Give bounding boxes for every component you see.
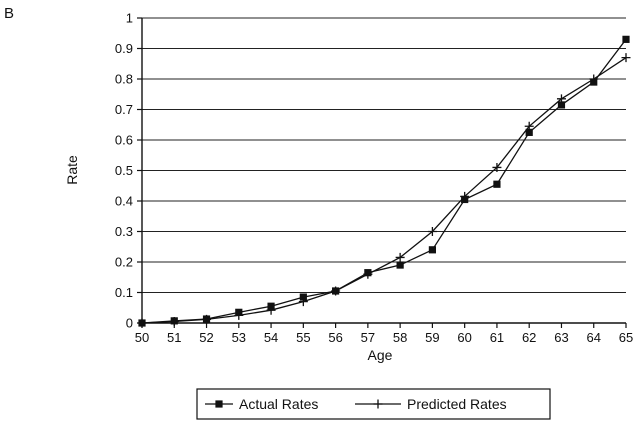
data-point-plus <box>331 286 341 296</box>
x-tick-label: 61 <box>490 330 504 345</box>
x-tick-label: 52 <box>199 330 213 345</box>
data-point-plus <box>589 74 599 84</box>
y-tick-label: 0.8 <box>115 72 133 87</box>
y-tick-label: 0.2 <box>115 255 133 270</box>
x-tick-label: 57 <box>361 330 375 345</box>
y-tick-labels: 0 0.1 0.2 0.3 0.4 0.5 0.6 0.7 0.8 0.9 1 <box>115 11 133 331</box>
data-point-square <box>428 246 436 254</box>
y-tick-label: 0.1 <box>115 285 133 300</box>
x-tick-label: 50 <box>135 330 149 345</box>
data-point-plus <box>492 162 502 172</box>
legend: Actual Rates Predicted Rates <box>196 388 551 420</box>
data-point-square <box>525 128 533 136</box>
x-tick-label: 63 <box>554 330 568 345</box>
data-point-plus <box>202 314 212 324</box>
legend-marker-square <box>215 400 223 408</box>
x-tick-label: 65 <box>619 330 633 345</box>
x-tick-label: 64 <box>586 330 600 345</box>
grid-lines <box>142 17 626 294</box>
data-point-plus <box>427 227 437 236</box>
data-point-plus <box>524 121 534 131</box>
legend-label: Predicted Rates <box>407 396 507 412</box>
data-point-square <box>557 101 566 109</box>
y-tick-label: 0.6 <box>115 133 133 148</box>
x-tick-label: 58 <box>393 330 407 345</box>
data-point-plus <box>234 310 244 320</box>
panel-label: B <box>4 5 15 22</box>
y-tick-label: 0 <box>126 316 133 331</box>
x-tick-labels: 50 51 52 53 54 55 56 57 58 59 60 61 62 63 64 65 <box>135 330 633 345</box>
x-tick-label: 51 <box>167 330 181 345</box>
data-point-square <box>299 293 307 301</box>
series-line <box>141 57 627 324</box>
x-tick-label: 60 <box>457 330 471 345</box>
data-point-plus <box>266 305 276 315</box>
x-axis-label: Age <box>368 347 393 363</box>
y-axis-label: Rate <box>64 155 80 185</box>
axes <box>137 17 627 328</box>
legend-label: Actual Rates <box>239 396 318 412</box>
x-tick-label: 53 <box>232 330 246 345</box>
y-tick-label: 0.7 <box>115 102 133 117</box>
data-point-plus <box>363 269 373 279</box>
data-point-plus <box>556 94 566 104</box>
legend-marker-plus <box>373 399 383 409</box>
data-point-square <box>493 180 501 188</box>
data-point-square <box>396 261 404 269</box>
data-point-plus <box>298 297 308 307</box>
series-predicted-rates <box>137 53 631 328</box>
x-tick-label: 55 <box>296 330 310 345</box>
y-tick-label: 0.5 <box>115 163 133 178</box>
y-tick-label: 1 <box>126 11 133 26</box>
series-layer <box>137 35 631 328</box>
data-point-plus <box>621 53 631 63</box>
y-tick-label: 0.9 <box>115 41 133 56</box>
data-point-plus <box>169 316 179 326</box>
series-line <box>141 38 627 324</box>
data-point-plus <box>395 252 405 262</box>
data-point-square <box>622 35 630 43</box>
data-point-plus <box>137 318 147 328</box>
data-point-plus <box>460 191 470 201</box>
y-tick-label: 0.4 <box>115 194 133 209</box>
x-tick-label: 62 <box>522 330 536 345</box>
x-tick-label: 54 <box>264 330 278 345</box>
y-tick-label: 0.3 <box>115 224 133 239</box>
x-tick-label: 59 <box>425 330 439 345</box>
x-tick-label: 56 <box>328 330 342 345</box>
